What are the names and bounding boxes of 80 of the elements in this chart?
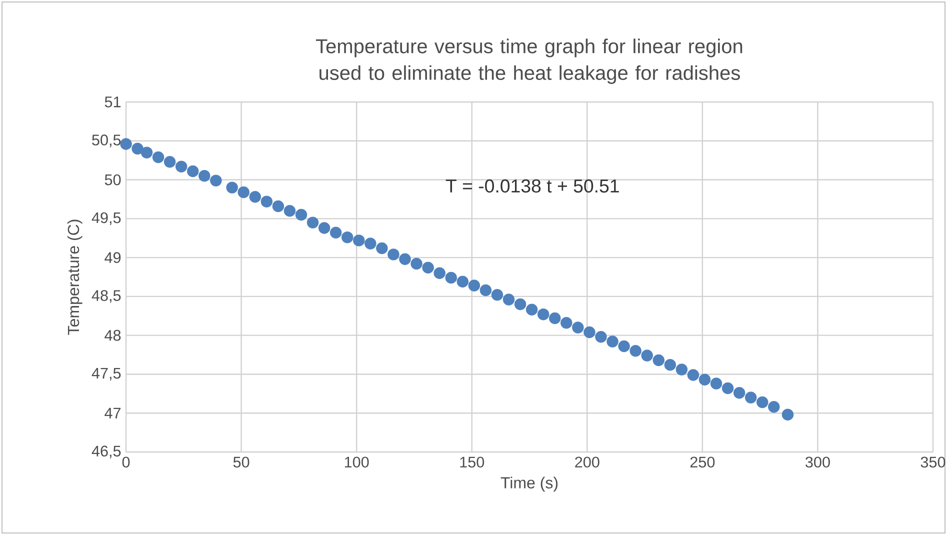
point — [330, 226, 342, 239]
point — [249, 191, 261, 203]
point — [353, 234, 365, 246]
x-tick-label: 150 — [460, 456, 484, 468]
point — [710, 378, 722, 390]
point — [341, 231, 354, 244]
point — [782, 408, 794, 421]
point — [434, 267, 446, 279]
x-tick-label: 250 — [690, 456, 715, 468]
x-axis-title: Time (s) — [500, 476, 558, 492]
point — [480, 284, 492, 296]
point — [722, 382, 734, 394]
point — [295, 208, 308, 221]
annotation: T = -0.0138 t + 50.51 — [446, 179, 619, 193]
y-tick-label: 50,5 — [92, 134, 121, 148]
y-tick-label: 51 — [104, 96, 121, 108]
x-tick-label: 200 — [575, 456, 600, 468]
point — [210, 174, 222, 186]
point — [618, 340, 630, 352]
point — [560, 317, 572, 329]
y-tick-label: 48 — [104, 330, 121, 341]
x-tick-label: 50 — [233, 456, 250, 468]
x-tick-label: 0 — [122, 456, 130, 468]
point — [187, 165, 199, 178]
point — [284, 205, 296, 217]
point — [132, 142, 144, 155]
y-axis-title: Temperature (C) — [67, 220, 82, 335]
point — [537, 308, 550, 320]
point — [456, 276, 469, 288]
point — [641, 350, 653, 362]
point — [364, 238, 376, 250]
y-tick-label: 49,5 — [92, 212, 121, 225]
point — [768, 401, 780, 413]
point — [652, 354, 664, 366]
point — [260, 196, 273, 208]
point — [687, 369, 700, 381]
point — [514, 298, 526, 310]
point — [164, 156, 176, 168]
y-tick-label: 46,5 — [92, 446, 121, 458]
point — [676, 364, 688, 376]
point — [584, 326, 596, 338]
y-tick-label: 47,5 — [92, 368, 121, 380]
point — [491, 289, 504, 301]
point — [272, 200, 284, 212]
y-tick-label: 50 — [104, 174, 121, 186]
point — [698, 374, 711, 386]
y-tick-label: 49 — [104, 252, 121, 263]
point — [306, 216, 319, 228]
point — [445, 272, 457, 284]
point — [502, 294, 515, 306]
point — [526, 304, 538, 316]
point — [606, 336, 618, 348]
point — [152, 151, 164, 164]
point — [120, 138, 132, 150]
point — [664, 359, 676, 371]
point — [388, 248, 400, 260]
point — [744, 392, 757, 404]
point — [733, 387, 746, 399]
point — [572, 322, 584, 334]
point — [756, 396, 768, 408]
point — [468, 280, 480, 292]
point — [422, 262, 434, 274]
point — [595, 331, 607, 343]
point — [175, 160, 188, 172]
x-tick-label: 350 — [920, 456, 946, 468]
x-tick-label: 300 — [806, 456, 830, 468]
point — [140, 146, 153, 158]
point — [548, 312, 561, 324]
y-tick-label: 48,5 — [92, 290, 121, 303]
chart-title: Temperature versus time graph for linear region used to eliminate the heat leakage for radishes — [316, 38, 742, 84]
x-tick-label: 100 — [344, 456, 369, 468]
point — [198, 170, 210, 182]
point — [226, 182, 238, 194]
point — [238, 186, 250, 198]
point — [630, 345, 642, 357]
point — [318, 222, 330, 234]
point — [410, 258, 422, 270]
y-tick-label: 47 — [104, 408, 121, 418]
point — [399, 253, 411, 265]
point — [376, 242, 388, 254]
